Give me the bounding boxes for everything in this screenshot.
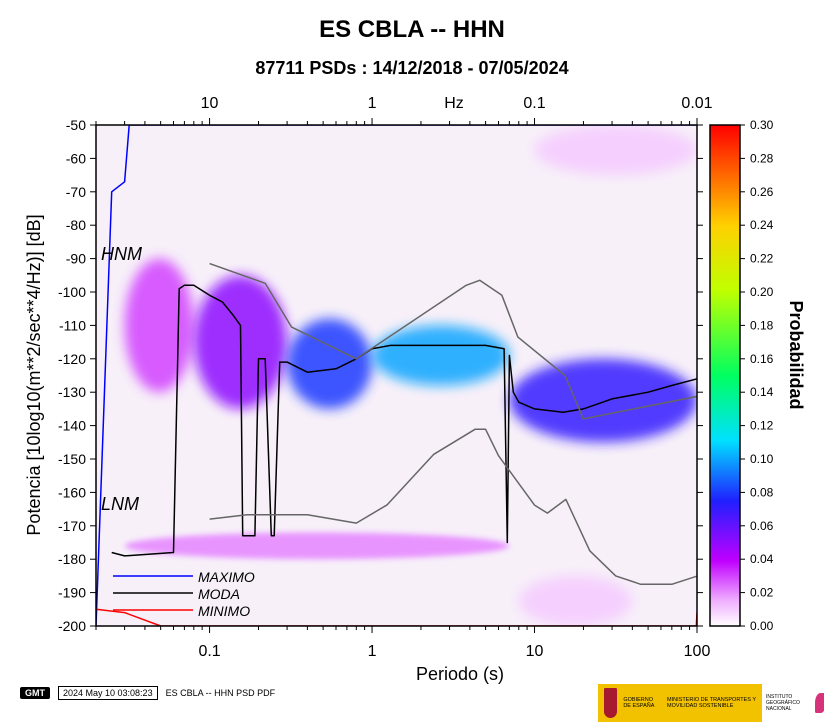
y-tick-label-8: -130 [58,384,86,400]
footer: GMT 2024 May 10 03:08:23 ES CBLA -- HHN … [20,686,275,700]
footer-caption: ES CBLA -- HHN PSD PDF [165,688,276,698]
chart-subtitle: 87711 PSDs : 14/12/2018 - 07/05/2024 [255,58,569,78]
gmt-logo: GMT [20,687,50,699]
top-tick-label-3: 0.01 [681,95,712,112]
density-region-7 [518,575,633,626]
series-line-maximo [96,125,697,626]
colorbar-tick-label-9: 0.18 [750,318,774,332]
density-region-2 [287,318,373,409]
colorbar-tick-label-3: 0.06 [750,519,774,533]
top-axis-label: Hz [444,95,464,112]
colorbar-tick-label-12: 0.24 [750,218,774,232]
x-axis-label: Periodo (s) [416,664,504,684]
colorbar-tick-label-13: 0.26 [750,185,774,199]
y-tick-label-3: -80 [66,217,86,233]
y-tick-label-13: -180 [58,551,86,567]
hnm-annotation: HNM [101,244,142,264]
y-tick-label-2: -70 [66,184,86,200]
ign-text: INSTITUTO GEOGRÁFICO NACIONAL [766,694,800,712]
colorbar-tick-label-5: 0.10 [750,452,774,466]
legend: MAXIMO MODA MINIMO [113,569,255,619]
y-axis-label: Potencia [10log10(m**2/sec**4/Hz)] [dB] [24,214,44,535]
series-line-hnm [209,262,697,420]
ministerio-text: MINISTERIO DE TRANSPORTES Y MOVILIDAD SO… [667,697,756,709]
colorbar-tick-label-0: 0.00 [750,619,774,633]
ign-logo: INSTITUTO GEOGRÁFICO NACIONAL [762,684,824,722]
institution-logos: GOBIERNO DE ESPAÑA MINISTERIO DE TRANSPO… [598,684,824,722]
gobierno-text: GOBIERNO DE ESPAÑA [623,697,655,709]
density-region-3 [372,325,510,386]
legend-moda-label: MODA [198,586,240,602]
lnm-annotation: LNM [101,494,139,514]
colorbar-label: Probabilidad [786,300,806,409]
top-tick-label-2: 0.1 [523,95,545,112]
y-tick-label-5: -100 [58,284,86,300]
y-tick-label-6: -110 [59,317,86,333]
top-tick-label-0: 10 [201,95,219,112]
legend-maximo-label: MAXIMO [198,569,255,585]
psd-chart: -50 -60 -70 -80 -90 -100 -110 -120 -130 -140 -150 -… [24,95,806,684]
y-tick-label-1: -60 [66,150,86,166]
footer-timestamp: 2024 May 10 03:08:23 [58,686,158,700]
ign-mark-icon [814,693,824,713]
density-region-5 [124,532,510,560]
x-tick-label-3: 100 [684,643,711,660]
chart-title: ES CBLA -- HHN [319,16,505,43]
colorbar-tick-label-11: 0.22 [750,252,774,266]
gobierno-logo: GOBIERNO DE ESPAÑA MINISTERIO DE TRANSPO… [598,684,762,722]
colorbar [709,124,741,627]
series-line-lnm [209,428,697,586]
colorbar-tick-label-8: 0.16 [750,352,774,366]
colorbar-tick-label-1: 0.02 [750,586,774,600]
coat-of-arms-icon [604,688,618,718]
y-tick-label-7: -120 [58,351,86,367]
density-region-6 [534,125,697,176]
colorbar-tick-label-4: 0.08 [750,485,774,499]
y-tick-label-9: -140 [58,418,86,434]
colorbar-tick-label-2: 0.04 [750,552,774,566]
y-tick-label-15: -200 [58,618,86,634]
y-tick-label-0: -50 [66,117,86,133]
colorbar-tick-label-14: 0.28 [750,151,774,165]
colorbar-tick-label-7: 0.14 [750,385,774,399]
density-region-4 [509,358,697,443]
colorbar-tick-label-10: 0.20 [750,285,774,299]
y-tick-label-4: -90 [66,251,86,267]
x-tick-label-0: 0.1 [198,643,220,660]
y-tick-label-12: -170 [58,518,86,534]
y-tick-label-14: -190 [58,585,86,601]
series-line-minimo [96,608,697,626]
colorbar-tick-label-6: 0.12 [750,419,774,433]
series-line-moda [111,284,697,557]
x-tick-label-1: 1 [368,643,377,660]
y-tick-label-10: -150 [58,451,86,467]
colorbar-tick-label-15: 0.30 [750,118,774,132]
top-tick-label-1: 1 [368,95,377,112]
plot-frame [95,124,698,627]
x-tick-label-2: 10 [526,643,544,660]
probability-density-layer [124,125,697,626]
y-tick-label-11: -160 [58,484,86,500]
density-region-0 [124,258,194,393]
legend-minimo-label: MINIMO [198,603,250,619]
